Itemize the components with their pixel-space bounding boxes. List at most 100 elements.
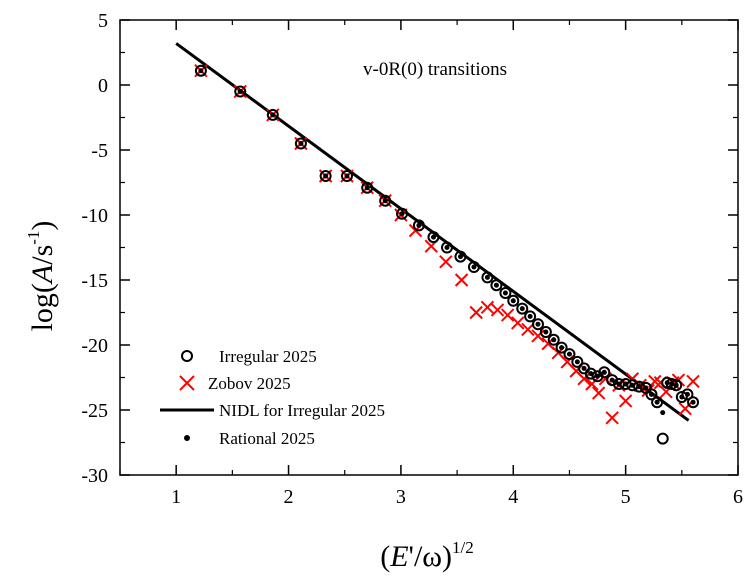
rational-point xyxy=(416,222,422,228)
x-axis-title-open: ( xyxy=(380,540,390,573)
legend-entry-irregular: Irregular 2025 xyxy=(181,347,317,366)
zobov-point xyxy=(490,303,505,317)
zobov-point xyxy=(454,273,469,287)
irregular-point xyxy=(531,318,544,331)
y-tick-label: -25 xyxy=(81,400,108,422)
axes: 1 2 3 4 5 6 5 0 -5 -10 -15 -20 -25 -30 xyxy=(81,10,743,508)
y-tick-label: -20 xyxy=(81,335,108,357)
rational-point xyxy=(493,282,499,288)
rational-point xyxy=(430,234,436,240)
y-axis-title-mid: /s xyxy=(26,245,59,265)
rational-point xyxy=(551,337,557,343)
zobov-point xyxy=(511,316,525,330)
zobov-point xyxy=(480,300,495,315)
x-tick-label: 6 xyxy=(733,486,743,508)
rational-point xyxy=(198,68,204,74)
rational-point xyxy=(543,329,549,335)
irregular-point xyxy=(563,348,576,361)
rational-point xyxy=(344,173,350,179)
x-axis-title: (E'/ω)1/2 xyxy=(380,538,474,573)
rational-point xyxy=(237,89,243,94)
irregular-point xyxy=(555,341,568,354)
irregular-point xyxy=(687,396,700,409)
y-axis-title: log(A/s-1) xyxy=(24,221,59,332)
irregular-point xyxy=(440,241,453,254)
y-axis-title-post: ) xyxy=(26,221,59,231)
zobov-point xyxy=(605,411,619,425)
zobov-point xyxy=(521,322,535,337)
rational-point xyxy=(660,410,666,416)
rational-point xyxy=(664,380,670,386)
irregular-point xyxy=(266,108,279,121)
irregular-point xyxy=(539,326,552,338)
chart-annotation: v-0R(0) transitions xyxy=(363,59,507,80)
irregular-point xyxy=(194,64,207,77)
irregular-point xyxy=(490,279,503,292)
rational-point xyxy=(669,381,675,387)
irregular-point xyxy=(396,207,409,220)
rational-point xyxy=(574,359,580,365)
rational-point xyxy=(595,373,601,379)
legend-entry-nidl: NIDL for Irregular 2025 xyxy=(160,401,385,420)
legend-label-nidl: NIDL for Irregular 2025 xyxy=(219,401,385,420)
y-axis-title-var: A xyxy=(26,264,59,285)
legend-marker-x xyxy=(179,375,195,391)
rational-point xyxy=(527,313,533,319)
rational-point xyxy=(484,274,490,280)
zobov-point xyxy=(591,386,606,400)
y-tick-label: -10 xyxy=(81,205,108,227)
irregular-point xyxy=(507,294,520,307)
legend-label-rational: Rational 2025 xyxy=(219,429,315,448)
rational-point xyxy=(673,382,679,388)
irregular-point xyxy=(547,333,560,346)
zobov-point xyxy=(500,308,515,322)
rational-point xyxy=(502,290,508,296)
rational-point xyxy=(298,141,304,146)
irregular-point xyxy=(412,219,425,232)
y-tick-label: 5 xyxy=(98,10,108,32)
x-tick-label: 4 xyxy=(508,486,518,508)
x-tick-label: 5 xyxy=(621,486,631,508)
zobov-point xyxy=(531,329,545,343)
legend-label-irregular: Irregular 2025 xyxy=(219,347,317,366)
zobov-point xyxy=(686,374,700,389)
rational-point xyxy=(471,264,477,270)
legend-entry-zobov: Zobov 2025 xyxy=(179,374,291,393)
rational-point xyxy=(684,391,690,397)
rational-point xyxy=(623,381,629,387)
rational-point xyxy=(535,321,541,327)
rational-point xyxy=(566,351,572,357)
rational-point xyxy=(616,381,622,387)
irregular-point xyxy=(645,388,658,401)
rational-point xyxy=(510,298,516,304)
irregular-point xyxy=(234,85,247,98)
y-tick-label: -30 xyxy=(81,465,108,487)
rational-point xyxy=(559,345,565,351)
y-axis-title-pre: log( xyxy=(26,283,59,331)
rational-point xyxy=(588,371,594,377)
legend-marker-open-circle xyxy=(181,350,193,362)
rational-point xyxy=(601,369,607,375)
legend-entry-rational: Rational 2025 xyxy=(184,429,315,448)
rational-point xyxy=(636,384,642,390)
rational-point xyxy=(648,391,654,397)
y-axis-title-sup: -1 xyxy=(24,231,43,245)
zobov-point xyxy=(469,305,483,320)
rational-point xyxy=(382,198,388,204)
rational-point xyxy=(323,173,329,179)
x-tick-label: 3 xyxy=(396,486,406,508)
rational-point xyxy=(444,245,450,250)
irregular-point xyxy=(524,310,537,323)
irregular-point xyxy=(467,261,480,273)
x-tick-label: 1 xyxy=(171,486,181,508)
zobov-point xyxy=(439,255,453,269)
irregular-point xyxy=(675,391,688,403)
zobov-point xyxy=(618,394,633,408)
x-axis-title-sup: 1/2 xyxy=(452,538,474,557)
irregular-point xyxy=(481,271,494,284)
rational-point xyxy=(457,254,463,260)
rational-point xyxy=(643,385,649,391)
legend-marker-dot xyxy=(184,435,190,441)
x-axis-title-mid: '/ω) xyxy=(409,540,452,573)
